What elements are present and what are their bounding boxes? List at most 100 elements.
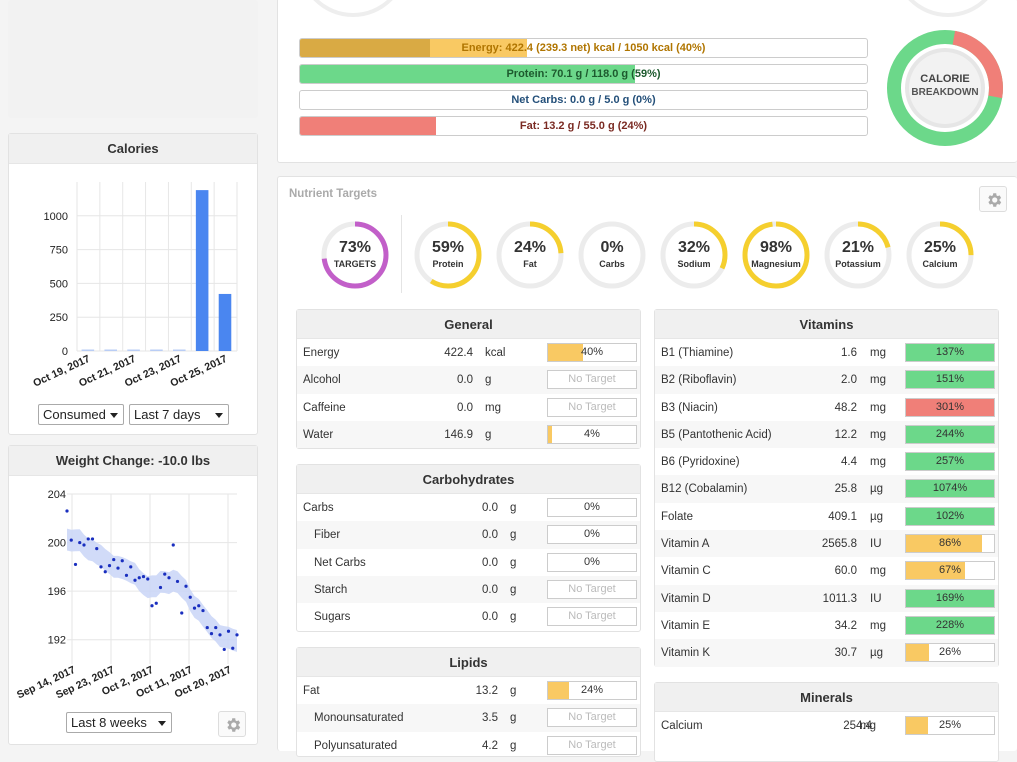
target-circle-calcium[interactable]: 25% Calcium <box>904 219 976 291</box>
nutrient-unit: mg <box>485 401 501 414</box>
weight-point <box>78 540 82 545</box>
nutrient-unit: mg <box>870 401 886 414</box>
y-tick-label: 750 <box>50 245 68 257</box>
nutrient-name: Alcohol <box>303 374 341 387</box>
table-row[interactable]: Vitamin C 60.0 mg 67% <box>655 557 998 584</box>
nutrient-name: B5 (Pantothenic Acid) <box>661 428 772 441</box>
table-row[interactable]: Sugars 0.0 g No Target <box>297 603 640 630</box>
consumed-select[interactable]: Consumed <box>38 404 124 425</box>
table-row[interactable]: Folate 409.1 µg 102% <box>655 503 998 530</box>
table-row[interactable]: Caffeine 0.0 mg No Target <box>297 394 640 421</box>
progress-ring <box>414 221 482 289</box>
fat-bar-fill <box>300 117 437 135</box>
weight-settings-button[interactable] <box>218 711 246 737</box>
weight-point <box>65 509 69 513</box>
top-ring-left <box>298 0 408 17</box>
table-row[interactable]: B2 (Riboflavin) 2.0 mg 151% <box>655 366 998 394</box>
table-row[interactable]: Vitamin A 2565.8 IU 86% <box>655 530 998 558</box>
nutrient-unit: mg <box>870 428 886 441</box>
protein-bar: Protein: 70.1 g / 118.0 g (59%) <box>299 64 868 84</box>
target-circle-targets[interactable]: 73% TARGETS <box>319 219 391 291</box>
weight-point <box>73 562 78 567</box>
table-row[interactable]: Starch 0.0 g No Target <box>297 575 640 604</box>
weight-panel: Weight Change: -10.0 lbs 192 196 200 204 Sep… <box>8 445 258 745</box>
nutrient-value: 0.0 <box>482 529 498 542</box>
progress-text: No Target <box>568 711 616 724</box>
progress-text: 137% <box>935 346 965 358</box>
target-circle-protein[interactable]: 59% Protein <box>412 219 484 291</box>
weight-point <box>150 604 154 608</box>
table-row[interactable]: B5 (Pantothenic Acid) 12.2 mg 244% <box>655 420 998 449</box>
table-row[interactable]: Polyunsaturated 4.2 g No Target <box>297 732 640 759</box>
table-row[interactable]: Fat 13.2 g 24% <box>297 677 640 704</box>
progress-fill <box>906 616 994 634</box>
weight-point <box>205 625 209 630</box>
table-row[interactable]: Vitamin K 30.7 µg 26% <box>655 639 998 667</box>
calories-range-value: Last 7 days <box>134 407 201 422</box>
weight-point <box>90 537 95 541</box>
nutrient-value: 0.0 <box>482 556 498 569</box>
progress-text: 1074% <box>932 482 968 495</box>
nutrient-progress: 1074% <box>905 479 995 499</box>
y-tick-label: 196 <box>48 586 66 598</box>
nutrient-settings-button[interactable] <box>979 186 1007 212</box>
table-row[interactable]: B12 (Cobalamin) 25.8 µg 1074% <box>655 475 998 503</box>
nutrient-unit: g <box>510 529 517 542</box>
nutrient-progress: 169% <box>905 588 995 608</box>
weight-point <box>158 585 163 590</box>
table-row[interactable]: Calcium 254.4 mg 25% <box>655 712 998 739</box>
weight-point <box>201 608 205 613</box>
nutrient-unit: mg <box>870 374 886 387</box>
nutrient-unit: g <box>510 556 517 569</box>
nutrient-name: Folate <box>661 510 693 523</box>
table-row[interactable]: Alcohol 0.0 g No Target <box>297 366 640 394</box>
table-row[interactable]: Monounsaturated 3.5 g No Target <box>297 704 640 732</box>
target-circle-fat[interactable]: 24% Fat <box>494 219 566 291</box>
progress-text: No Target <box>568 582 616 595</box>
nutrient-value: 0.0 <box>482 583 498 596</box>
nutrient-name: Vitamin C <box>661 565 711 578</box>
nutrient-name: Polyunsaturated <box>314 739 398 752</box>
table-row[interactable]: B1 (Thiamine) 1.6 mg 137% <box>655 339 998 366</box>
nutrient-progress: No Target <box>547 735 637 755</box>
table-row[interactable]: Vitamin E 34.2 mg 228% <box>655 612 998 639</box>
y-tick-label: 200 <box>48 538 66 550</box>
target-circle-magnesium[interactable]: 98% Magnesium <box>740 219 812 291</box>
calorie-bar <box>173 349 186 351</box>
target-circle-sodium[interactable]: 32% Sodium <box>658 219 730 291</box>
progress-text: No Target <box>568 610 616 623</box>
table-row[interactable]: Vitamin D 1011.3 IU 169% <box>655 584 998 612</box>
calorie-breakdown-donut[interactable]: CALORIE BREAKDOWN <box>885 28 1005 148</box>
vitamins-title: Vitamins <box>655 310 998 339</box>
nutrient-targets-title: Nutrient Targets <box>289 188 377 200</box>
weight-point <box>226 629 231 633</box>
progress-fill <box>906 371 994 389</box>
table-row[interactable]: Water 146.9 g 4% <box>297 420 640 449</box>
target-circle-potassium[interactable]: 21% Potassium <box>822 219 894 291</box>
table-row[interactable]: Fiber 0.0 g 0% <box>297 521 640 549</box>
nutrient-unit: µg <box>870 510 884 523</box>
nutrient-name: B3 (Niacin) <box>661 401 718 414</box>
table-row[interactable]: B3 (Niacin) 48.2 mg 301% <box>655 394 998 421</box>
weight-point <box>137 576 141 580</box>
progress-ring <box>742 221 810 289</box>
progress-text: 257% <box>935 455 965 468</box>
calories-panel: Calories 0 250 500 750 1000 Oct 19, 2017 Oct 2… <box>8 133 258 435</box>
progress-ring <box>824 221 892 289</box>
nutrient-name: B1 (Thiamine) <box>661 347 734 359</box>
progress-text: No Target <box>568 400 616 413</box>
lipids-table: Lipids Fat 13.2 g 24% Monounsaturated 3.5 g No … <box>296 647 641 757</box>
progress-text: 25% <box>938 719 962 731</box>
target-circle-carbs[interactable]: 0% Carbs <box>576 219 648 291</box>
general-title: General <box>297 310 640 339</box>
calories-range-select[interactable]: Last 7 days <box>129 404 229 425</box>
weight-range-select[interactable]: Last 8 weeks <box>66 712 172 733</box>
table-row[interactable]: B6 (Pyridoxine) 4.4 mg 257% <box>655 448 998 475</box>
table-row[interactable]: Net Carbs 0.0 g 0% <box>297 549 640 576</box>
nutrient-value: 4.2 <box>482 739 498 752</box>
weight-point <box>180 611 184 615</box>
table-row[interactable]: Energy 422.4 kcal 40% <box>297 339 640 366</box>
target-percent: 32% <box>677 239 711 256</box>
table-row[interactable]: Carbs 0.0 g 0% <box>297 494 640 521</box>
weight-point <box>197 604 201 608</box>
